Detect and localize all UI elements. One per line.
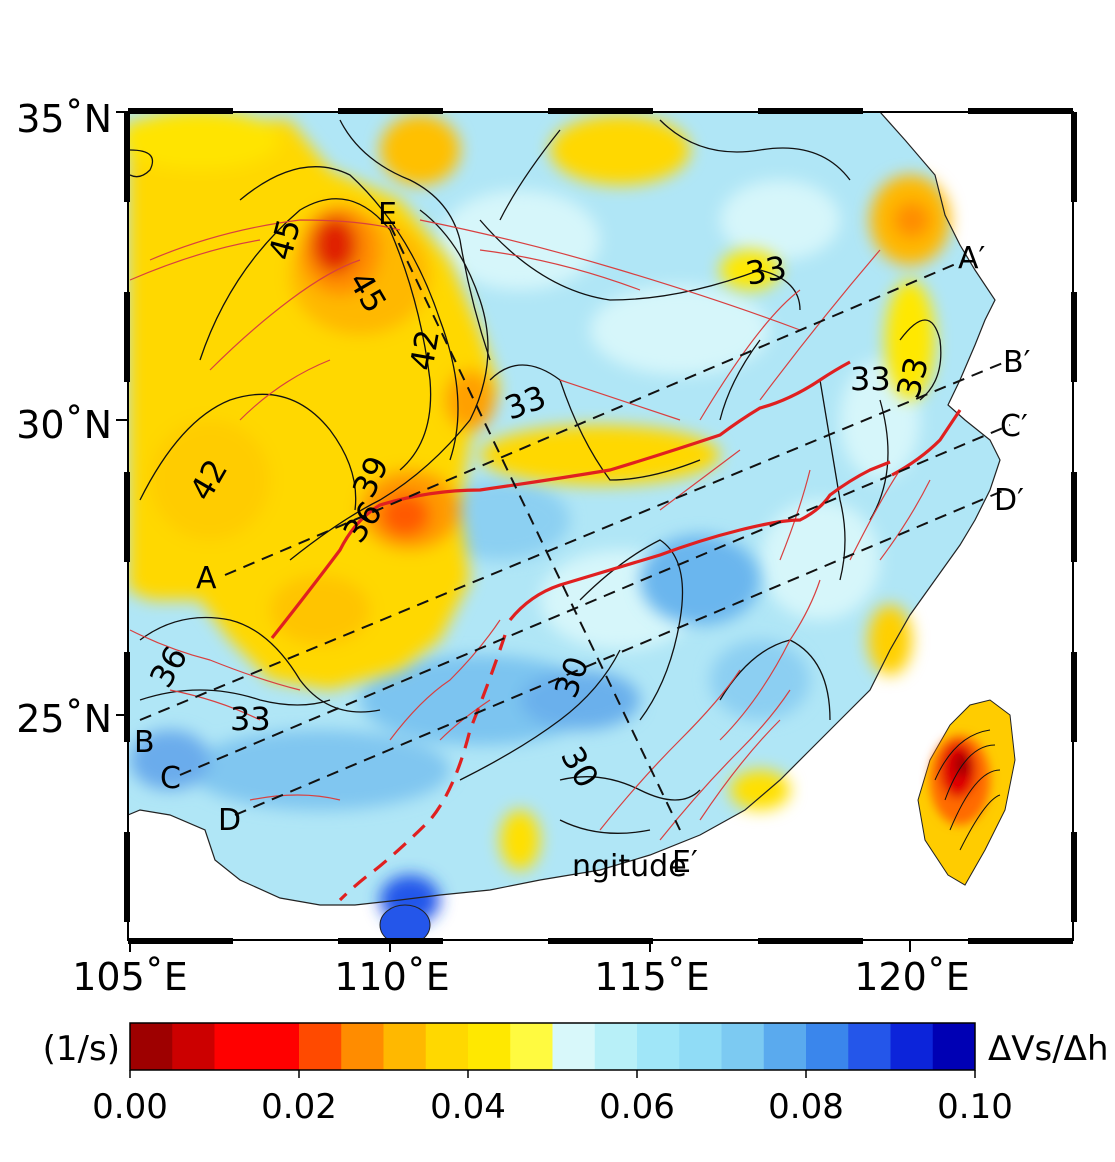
lon-label-120: 120˚E	[854, 955, 970, 999]
profile-label-a: A	[196, 561, 217, 596]
profile-label-c-end: C′	[1000, 409, 1028, 444]
stray-axis-text: ngitude	[572, 849, 687, 884]
profile-label-b-end: B′	[1003, 345, 1031, 380]
colorbar-tick: 0.04	[430, 1087, 506, 1127]
colorbar-cell	[510, 1023, 553, 1070]
colorbar-cell	[806, 1023, 849, 1070]
profile-labels: A A′ B B′ C C′ D D′ E E′ ngitude	[134, 197, 1031, 884]
colorbar: (1/s) ΔVs/Δh 0.00 0.02 0.04 0.06 0.08 0.…	[43, 1022, 1109, 1127]
taiwan-island	[917, 699, 1016, 886]
coastline	[128, 112, 1001, 906]
colorbar-title: ΔVs/Δh	[988, 1029, 1109, 1069]
lon-label-110: 110˚E	[334, 955, 450, 999]
colorbar-unit: (1/s)	[43, 1029, 120, 1069]
colorbar-cell	[468, 1023, 511, 1070]
colorbar-cell	[425, 1023, 469, 1070]
contour-label: 33	[230, 700, 271, 738]
profile-label-c: C	[160, 761, 181, 796]
colorbar-tick: 0.08	[768, 1087, 844, 1127]
profile-lines	[139, 224, 1011, 831]
profile-b	[139, 359, 1011, 721]
colorbar-tick: 0.10	[937, 1087, 1013, 1127]
lat-label-35: 35˚N	[16, 97, 112, 141]
colorbar-cell	[383, 1023, 427, 1070]
colorbar-cell	[848, 1023, 891, 1070]
colorbar-cell	[932, 1023, 976, 1070]
profile-label-e: E	[378, 197, 397, 232]
contour-label: 33	[850, 360, 891, 398]
profile-label-d: D	[218, 803, 241, 838]
colorbar-cell	[552, 1023, 596, 1070]
colorbar-cell	[256, 1023, 300, 1070]
dashed-major-fault	[338, 634, 507, 902]
colorbar-cell	[721, 1023, 765, 1070]
lon-label-105: 105˚E	[72, 955, 188, 999]
colorbar-cell	[341, 1023, 384, 1070]
colorbar-tick: 0.02	[261, 1087, 337, 1127]
contour-label: 42	[402, 327, 446, 374]
blue-anomalies	[130, 480, 810, 925]
colorbar-cell	[637, 1023, 680, 1070]
contour-label: 33	[743, 248, 790, 292]
light-blue-patches	[440, 180, 920, 650]
colorbar-cell	[890, 1023, 934, 1070]
profile-label-e-end: E′	[672, 845, 698, 880]
colorbar-cell	[763, 1023, 807, 1070]
profile-a	[224, 259, 966, 576]
lat-label-25: 25˚N	[16, 697, 112, 741]
profile-c	[179, 424, 1011, 776]
lat-label-30: 30˚N	[16, 403, 112, 447]
map-frame	[116, 108, 1077, 952]
colorbar-cell	[214, 1023, 258, 1070]
colorbar-cell	[594, 1023, 638, 1070]
colorbar-tick: 0.06	[599, 1087, 675, 1127]
profile-label-b: B	[134, 725, 155, 760]
colorbar-cell	[172, 1023, 215, 1070]
colorbar-cell	[679, 1023, 722, 1070]
colorbar-tick: 0.00	[92, 1087, 168, 1127]
major-faults	[270, 360, 962, 639]
profile-e	[389, 224, 681, 831]
hainan-island	[379, 904, 431, 940]
lon-label-115: 115˚E	[594, 955, 710, 999]
profile-label-a-end: A′	[958, 241, 986, 276]
colorbar-cell	[130, 1023, 173, 1070]
colorbar-cell	[299, 1023, 342, 1070]
profile-label-d-end: D′	[994, 483, 1024, 518]
